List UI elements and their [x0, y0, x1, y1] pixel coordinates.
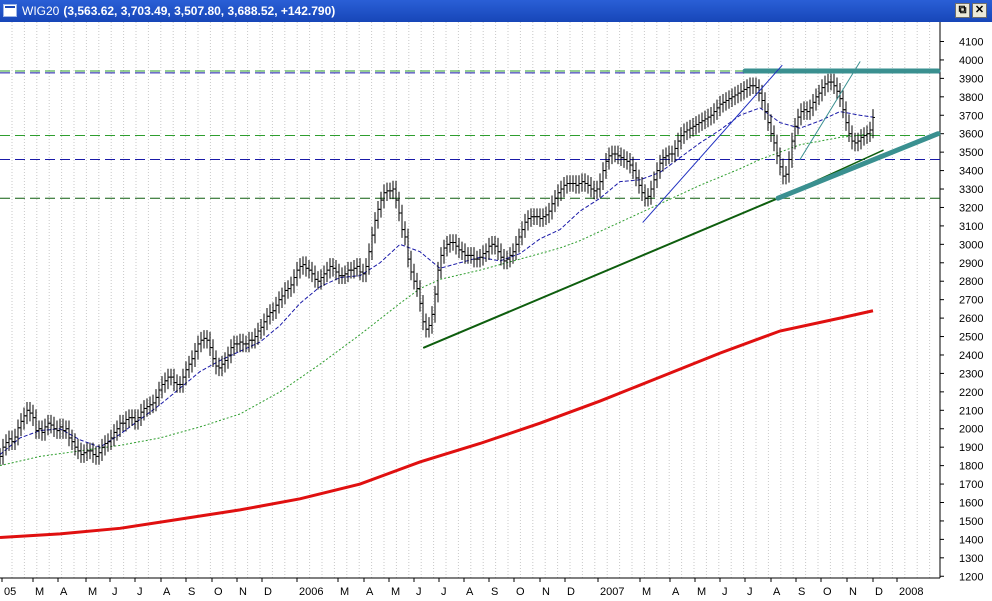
x-tick-label: J: [441, 586, 447, 598]
y-tick-label: 3300: [959, 184, 983, 196]
chart-window-icon: [3, 4, 17, 17]
y-tick-label: 2000: [959, 424, 983, 436]
x-tick-label: J: [722, 586, 728, 598]
x-tick-label: M: [697, 586, 706, 598]
y-tick-label: 2800: [959, 276, 983, 288]
x-tick-label: N: [239, 586, 247, 598]
y-tick-label: 1700: [959, 479, 983, 491]
x-tick-label: J: [747, 586, 753, 598]
y-tick-label: 2200: [959, 387, 983, 399]
x-tick-label: M: [391, 586, 400, 598]
x-tick-label: A: [60, 586, 68, 598]
x-tick-label: A: [773, 586, 781, 598]
x-tick-label: N: [542, 586, 550, 598]
y-tick-label: 3400: [959, 166, 983, 178]
x-tick-label: 2007: [600, 586, 624, 598]
x-tick-label: S: [188, 586, 195, 598]
price-chart: 1200 1300 1400 1500 1600 1700 1800 1900 2000 2100…: [0, 22, 992, 601]
y-tick-label: 2700: [959, 295, 983, 307]
close-button[interactable]: ✕: [972, 3, 987, 18]
y-tick-label: 3200: [959, 202, 983, 214]
y-tick-label: 4000: [959, 55, 983, 67]
trend-line: [423, 197, 779, 349]
title-text: WIG20 (3,563.62, 3,703.49, 3,507.80, 3,68…: [22, 4, 335, 18]
x-tick-label: S: [491, 586, 498, 598]
x-tick-label: M: [88, 586, 97, 598]
y-tick-label: 3600: [959, 129, 983, 141]
y-tick-label: 2900: [959, 258, 983, 270]
y-tick-label: 1300: [959, 553, 983, 565]
y-tick-label: 1800: [959, 461, 983, 473]
y-tick-label: 4100: [959, 37, 983, 49]
x-tick-label: A: [672, 586, 680, 598]
x-tick-label: M: [35, 586, 44, 598]
x-tick-label: A: [366, 586, 374, 598]
y-tick-label: 3100: [959, 221, 983, 233]
y-tick-label: 3500: [959, 147, 983, 159]
x-tick-label: O: [214, 586, 223, 598]
y-tick-label: 2400: [959, 350, 983, 362]
y-tick-label: 3000: [959, 239, 983, 251]
x-tick-label: J: [416, 586, 422, 598]
y-tick-label: 1200: [959, 571, 983, 583]
x-tick-label: M: [340, 586, 349, 598]
y-tick-label: 3900: [959, 73, 983, 85]
x-tick-label: D: [567, 586, 575, 598]
ma-mid-line: [0, 133, 874, 467]
y-tick-label: 3700: [959, 110, 983, 122]
y-tick-label: 2600: [959, 313, 983, 325]
trend-line: [775, 131, 941, 201]
x-tick-label: D: [875, 586, 883, 598]
x-tick-label: D: [264, 586, 272, 598]
x-tick-label: S: [798, 586, 805, 598]
ma-slow-line: [0, 309, 874, 540]
x-tick-label: 05: [4, 586, 16, 598]
y-tick-label: 1900: [959, 442, 983, 454]
x-tick-label: M: [642, 586, 651, 598]
x-tick-label: A: [466, 586, 474, 598]
y-tick-label: 2100: [959, 405, 983, 417]
y-tick-label: 1600: [959, 498, 983, 510]
quote-readout: (3,563.62, 3,703.49, 3,507.80, 3,688.52,…: [63, 4, 336, 18]
symbol-label: WIG20: [22, 4, 60, 18]
y-tick-label: 2300: [959, 368, 983, 380]
y-tick-label: 3800: [959, 92, 983, 104]
y-tick-label: 1500: [959, 516, 983, 528]
x-tick-label: O: [516, 586, 525, 598]
x-tick-label: 2008: [899, 586, 923, 598]
trend-line: [642, 64, 783, 223]
x-tick-label: 2006: [299, 586, 323, 598]
x-tick-label: A: [163, 586, 171, 598]
x-tick-label: O: [823, 586, 832, 598]
trend-line: [799, 61, 861, 161]
x-tick-label: N: [849, 586, 857, 598]
x-tick-label: J: [137, 586, 143, 598]
y-tick-label: 1400: [959, 534, 983, 546]
title-bar[interactable]: WIG20 (3,563.62, 3,703.49, 3,507.80, 3,68…: [0, 0, 992, 22]
y-tick-label: 2500: [959, 332, 983, 344]
x-tick-label: J: [112, 586, 118, 598]
restore-button[interactable]: ⧉: [955, 3, 970, 18]
